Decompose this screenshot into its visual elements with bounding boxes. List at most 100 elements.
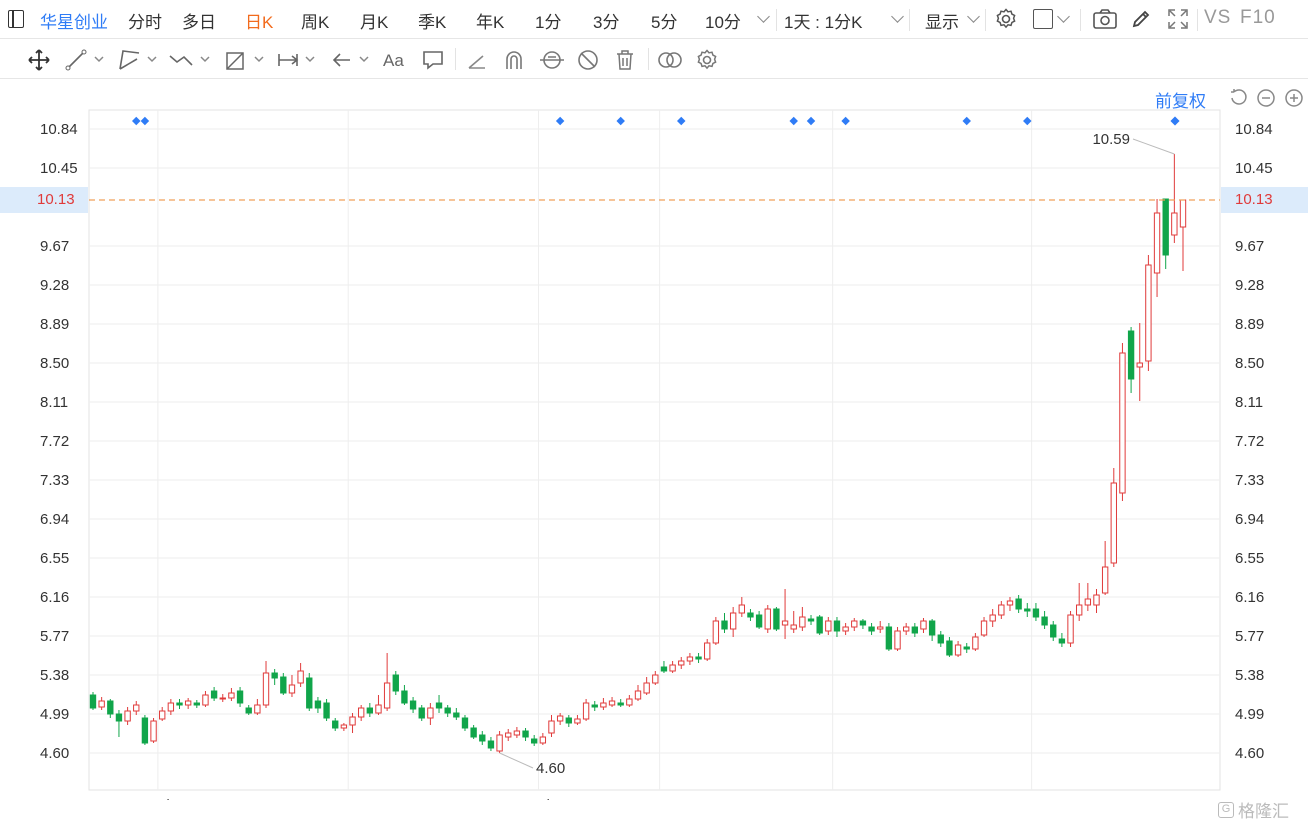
candle-body xyxy=(453,712,460,718)
high-price-label: 10.59 xyxy=(1092,131,1130,148)
candle-body xyxy=(401,690,408,704)
price-adjust-select[interactable]: 前复权 xyxy=(1155,92,1206,111)
candle-body xyxy=(556,715,564,722)
candle xyxy=(911,623,919,637)
high-leader-line xyxy=(1132,138,1175,155)
stock-name[interactable]: 华星创业 xyxy=(40,13,108,32)
candle-body xyxy=(686,656,694,662)
pattern-icon[interactable] xyxy=(168,48,214,72)
candle-body xyxy=(678,660,685,666)
candle xyxy=(1110,468,1117,567)
candle xyxy=(323,699,330,721)
candle-body xyxy=(340,724,348,729)
candle xyxy=(825,617,832,635)
tab-weekly-k[interactable]: 周K xyxy=(301,13,330,32)
watermark-logo-icon: G xyxy=(1218,801,1234,818)
candle xyxy=(928,619,936,641)
zoom-in-icon[interactable] xyxy=(1284,88,1304,108)
candle xyxy=(669,661,676,673)
candle xyxy=(695,653,702,663)
period-more-chevron-icon[interactable] xyxy=(757,10,770,23)
tab-monthly-k[interactable]: 月K xyxy=(360,13,389,32)
arrow-icon[interactable] xyxy=(330,48,374,72)
candle-body xyxy=(1058,638,1066,644)
candle xyxy=(1032,603,1040,621)
magnet-icon[interactable] xyxy=(502,48,526,72)
candle xyxy=(1119,343,1126,501)
hide-icon[interactable] xyxy=(576,48,600,72)
y-tick-label-right: 8.50 xyxy=(1235,355,1264,372)
divider xyxy=(455,48,456,70)
tab-multi-day[interactable]: 多日 xyxy=(182,13,216,32)
fib-icon[interactable] xyxy=(117,48,161,72)
move-icon[interactable] xyxy=(27,48,51,72)
tab-daily-k[interactable]: 日K xyxy=(245,13,274,32)
candle xyxy=(946,637,953,657)
interval-chevron-icon[interactable] xyxy=(891,10,904,23)
sidebar-toggle-icon[interactable] xyxy=(8,10,24,28)
candle xyxy=(582,699,590,721)
candle xyxy=(652,671,659,685)
candle-body xyxy=(574,718,581,724)
vs-compare-button[interactable]: VS xyxy=(1204,7,1232,28)
tab-yearly-k[interactable]: 年K xyxy=(476,13,505,32)
candle xyxy=(1050,621,1057,641)
candle-body xyxy=(539,736,547,744)
candle xyxy=(634,685,642,701)
tab-quarterly-k[interactable]: 季K xyxy=(418,13,447,32)
candle-body xyxy=(115,713,123,722)
tab-1min[interactable]: 1分 xyxy=(535,13,562,32)
event-marker-icon xyxy=(1170,116,1180,126)
candle xyxy=(894,627,901,651)
candle xyxy=(764,605,771,633)
candle-body xyxy=(461,717,469,729)
candlestick-chart[interactable]: 10.84 10.84 10.45 10.45 9.67 9.67 9.28 9.28 8.89… xyxy=(0,80,1308,800)
pencil-icon[interactable] xyxy=(1130,8,1152,30)
display-menu[interactable]: 显示 xyxy=(925,13,959,32)
interval-select[interactable]: 1天 : 1分K xyxy=(784,13,863,32)
tab-10min[interactable]: 10分 xyxy=(705,13,741,32)
candle-body xyxy=(314,700,322,709)
candle-body xyxy=(980,620,988,636)
display-chevron-icon[interactable] xyxy=(967,10,980,23)
trendline-icon[interactable] xyxy=(64,48,108,72)
candle-body xyxy=(911,626,919,634)
candle xyxy=(176,699,183,709)
divider xyxy=(1080,9,1081,31)
text-icon[interactable]: Aa xyxy=(382,48,410,72)
candle xyxy=(184,698,192,709)
divider xyxy=(776,9,777,31)
candle xyxy=(461,715,469,731)
settings-gear-icon[interactable] xyxy=(994,7,1018,31)
gear-icon[interactable] xyxy=(695,48,719,72)
zoom-out-icon[interactable] xyxy=(1256,88,1276,108)
candle xyxy=(678,657,685,669)
candle-body xyxy=(1101,566,1109,594)
lock-icon[interactable] xyxy=(539,48,565,72)
candle xyxy=(1101,541,1109,595)
candle-body xyxy=(159,710,166,720)
y-tick-label-right: 9.28 xyxy=(1235,277,1264,294)
comment-icon[interactable] xyxy=(421,48,445,72)
event-marker-icon xyxy=(841,116,850,126)
tab-3min[interactable]: 3分 xyxy=(593,13,620,32)
range-icon[interactable] xyxy=(276,48,320,72)
tab-intraday[interactable]: 分时 xyxy=(128,13,162,32)
chart-style-chevron-icon[interactable] xyxy=(1057,10,1070,23)
camera-icon[interactable] xyxy=(1092,8,1118,30)
fullscreen-icon[interactable] xyxy=(1167,8,1189,30)
candle xyxy=(306,673,313,711)
chart-style-icon[interactable] xyxy=(1033,9,1053,29)
candle-body xyxy=(1119,352,1126,494)
tab-5min[interactable]: 5分 xyxy=(651,13,678,32)
trash-icon[interactable] xyxy=(614,48,636,72)
angle-icon[interactable] xyxy=(466,48,488,72)
f10-button[interactable]: F10 xyxy=(1240,7,1276,28)
undo-icon[interactable] xyxy=(1228,88,1248,108)
event-marker-icon xyxy=(806,116,816,126)
compare-icon[interactable] xyxy=(656,48,684,72)
candle xyxy=(600,698,607,710)
candle-body xyxy=(392,674,399,692)
measure-icon[interactable] xyxy=(224,48,268,72)
candle-body xyxy=(816,616,823,634)
